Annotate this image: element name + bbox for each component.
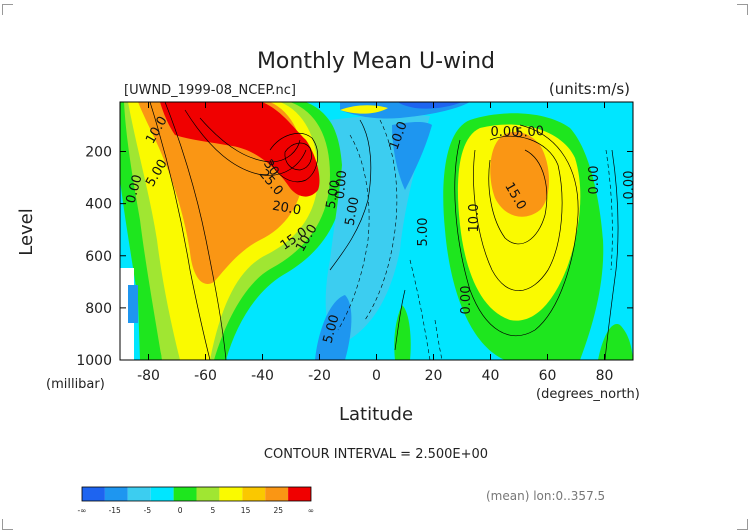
contour-line [149,102,211,360]
contour-field [120,102,633,360]
colorbar-swatch [219,487,243,501]
colorbar-swatch [265,487,289,501]
colorbar-swatch [82,487,105,501]
contour-fill [160,102,320,197]
y-tick-label: 400 [85,197,112,213]
contour-label: 0.00 [459,286,474,315]
corner-mark [737,519,748,530]
contour-label: 5.00 [416,218,431,247]
y-axis-title: Level [16,208,37,256]
x-tick-label: -60 [194,368,217,384]
colorbar-label: 5 [210,506,215,515]
contour-line [164,102,227,360]
dataset-label: [UWND_1999-08_NCEP.nc] [124,83,296,98]
colorbar-label: ∞ [308,506,314,515]
contour-fill [143,346,162,360]
contour-line [604,149,619,360]
corner-mark [2,4,13,15]
contour-line [184,109,307,176]
colorbar-frame [81,486,312,502]
contour-label: 5.00 [321,313,343,345]
y-tick-label: 800 [85,301,112,317]
colorbar-swatch [127,487,151,501]
y-tick-label: 600 [85,249,112,265]
colorbar-label: 15 [241,506,251,515]
contour-line [329,119,372,271]
x-tick-label: 40 [482,368,500,384]
contour-label: 0.00 [333,170,350,200]
contour-line-dashed [605,149,613,271]
colorbar-label: 25 [274,506,284,515]
corner-mark [737,4,748,15]
x-tick-label: 80 [596,368,614,384]
contour-label: 0.00 [622,171,637,200]
contour-line-dashed [409,259,431,360]
colorbar-label: 0 [178,506,183,515]
colorbar-swatch [150,487,174,501]
contour-line-dashed [337,134,370,331]
y-axis: 200 400 600 800 1000 [76,145,633,369]
contour-label: 20.0 [271,199,302,219]
contour-label: 0.00 [491,125,520,140]
x-axis-units: (degrees_north) [536,387,640,402]
contour-line [488,149,548,245]
contour-fill [128,285,138,323]
contour-line [269,133,319,183]
y-tick-label: 200 [85,145,112,161]
averaging-label: (mean) lon:0..357.5 [486,489,605,503]
x-axis: -80 -60 -40 -20 0 20 40 60 80 [137,102,613,384]
contour-fill [315,295,352,360]
x-tick-label: 0 [372,368,381,384]
corner-mark [2,519,13,530]
colorbar-swatch [104,487,128,501]
colorbar-label: -5 [144,506,152,515]
contour-label: 5.00 [343,196,363,227]
contour-fill [392,121,432,190]
contour-fill [490,131,549,217]
contour-line [394,289,406,351]
contour-fill [598,324,633,360]
colorbar-swatch [196,487,220,501]
contour-line [284,142,312,171]
units-label: (units:m/s) [549,80,630,98]
colorbar-label: -15 [109,506,121,515]
contour-line [199,117,301,163]
contour-label: 5.00 [515,124,545,141]
x-tick-label: 20 [425,368,443,384]
colorbar-swatch [173,487,197,501]
contour-line-dashed [364,119,398,321]
colorbar-label: -∞ [78,506,87,515]
x-tick-label: 60 [539,368,557,384]
x-tick-label: -40 [251,368,274,384]
colorbar-swatch [242,487,266,501]
contour-fill [398,102,462,109]
colorbar-swatch [288,487,311,501]
contour-label: 0.00 [124,173,146,205]
y-tick-label: 1000 [76,353,112,369]
contour-label: 0.00 [587,166,602,195]
y-axis-units: (millibar) [46,377,105,392]
contour-line [473,135,563,291]
contour-line [454,124,579,337]
contour-label: 5.00 [324,179,344,210]
contour-interval-label: CONTOUR INTERVAL = 2.500E+00 [264,447,488,462]
contour-fill [394,305,411,360]
x-axis-title: Latitude [339,404,413,425]
contour-line-dashed [434,319,443,360]
x-tick-label: -80 [137,368,160,384]
colorbar: -∞ -15 -5 0 5 15 25 ∞ [78,486,314,515]
x-tick-label: -20 [308,368,331,384]
contour-label: 10.0 [467,204,482,233]
chart-title: Monthly Mean U-wind [257,49,495,74]
